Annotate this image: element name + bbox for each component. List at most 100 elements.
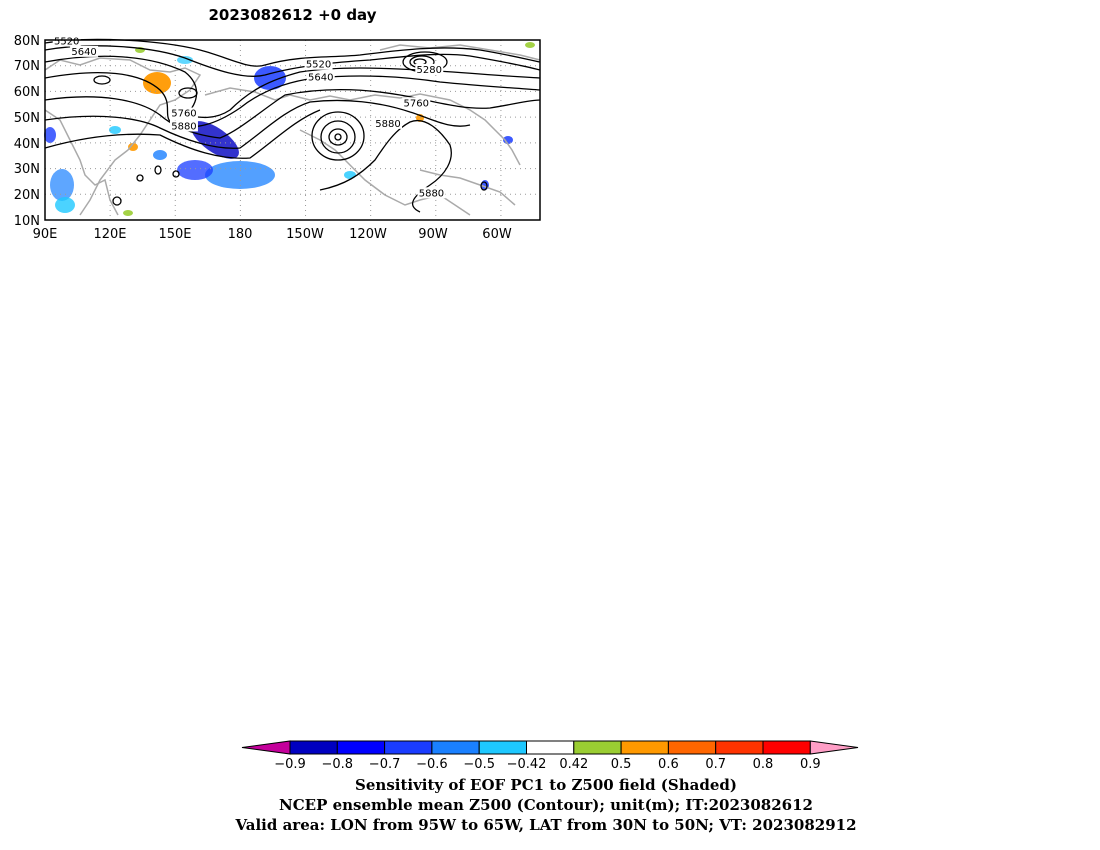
shade-negative-blob	[191, 121, 239, 159]
shade-negative-blob	[44, 127, 56, 143]
contour-line	[44, 72, 541, 128]
shade-negative-blob	[177, 56, 193, 64]
contour-line	[44, 99, 471, 149]
longitude-labels: 90E 120E 150E 180 150W 120W 90W 60W	[33, 227, 512, 242]
contour-label: 5520	[306, 60, 331, 71]
coastline	[419, 169, 516, 206]
colorbar-box	[526, 740, 575, 755]
colorbar-tick-labels: −0.9 −0.8 −0.7 −0.6 −0.5 −0.42 0.42 0.5 0.6 0.7 0.…	[274, 757, 820, 772]
coastlines	[44, 44, 541, 216]
colorbar-box	[573, 740, 622, 755]
lat-label: 60N	[14, 85, 40, 100]
coastline	[204, 87, 521, 166]
colorbar-box	[336, 740, 386, 755]
latitude-labels: 80N 70N 60N 50N 40N 30N 20N 10N	[14, 34, 40, 229]
colorbar-box	[478, 740, 528, 755]
contour-closed-high	[172, 170, 180, 178]
caption-line-3: Valid area: LON from 95W to 65W, LAT fro…	[235, 816, 857, 834]
contour-closed-low	[328, 128, 348, 146]
contour-label-bg	[304, 58, 333, 70]
contour-label-bg	[169, 107, 198, 119]
contour-closed-high	[480, 181, 488, 191]
contour-line	[44, 89, 541, 139]
lon-label: 150E	[158, 227, 191, 242]
lat-label: 80N	[14, 34, 40, 49]
caption-line-2: NCEP ensemble mean Z500 (Contour); unit(…	[279, 796, 813, 814]
contour-closed-low	[320, 120, 356, 154]
contour-label-bg	[417, 187, 446, 199]
colorbar-box	[289, 740, 338, 755]
colorbar-tick-label: 0.5	[611, 757, 632, 772]
shade-negative-blob	[55, 197, 75, 213]
colorbar-box	[620, 740, 669, 755]
contour-label-bg	[306, 71, 335, 83]
contour-label-bg	[415, 63, 444, 75]
contour-line	[44, 38, 541, 67]
colorbar-min-arrow	[241, 740, 291, 755]
contour-label-bg	[169, 120, 198, 132]
colorbar-box	[762, 740, 811, 755]
map-frame	[44, 39, 541, 221]
colorbar-max-arrow	[809, 740, 859, 755]
lon-label: 60W	[482, 227, 512, 242]
contour-closed-high	[112, 196, 122, 206]
lon-label: 120E	[93, 227, 126, 242]
contour-line	[44, 109, 321, 159]
contour-closed-high	[136, 174, 144, 182]
contour-label: 5640	[71, 47, 96, 58]
colorbar-boxes	[241, 740, 859, 755]
contour-label: 5880	[419, 188, 444, 199]
caption-line-1: Sensitivity of EOF PC1 to Z500 field (Sh…	[355, 776, 737, 794]
contour-label-bg	[70, 45, 99, 57]
lon-label: 90E	[33, 227, 58, 242]
shade-negative-blob	[177, 160, 213, 180]
lat-label: 20N	[14, 188, 40, 203]
colorbar-tick-label: 0.7	[705, 757, 726, 772]
lat-label: 40N	[14, 137, 40, 152]
lat-label: 50N	[14, 111, 40, 126]
shade-positive-blob	[123, 210, 133, 216]
lon-label: 180	[228, 227, 253, 242]
colorbar-box	[384, 740, 433, 755]
colorbar-tick-label: −0.6	[416, 757, 448, 772]
contour-label: 5520	[54, 37, 79, 48]
map-figure: 5520564055205640528057605880576058805880…	[14, 34, 541, 242]
contour-closed-high	[93, 75, 111, 85]
contour-label-bg	[374, 117, 403, 129]
contour-label-bg	[52, 35, 81, 47]
lon-label: 90W	[418, 227, 448, 242]
colorbar-box	[431, 740, 480, 755]
map-title: 2023082612 +0 day	[208, 6, 377, 24]
contour-closed-high	[154, 165, 162, 175]
contour-closed-low	[334, 133, 342, 141]
colorbar-tick-label: 0.42	[559, 757, 588, 772]
shade-negative-blob	[50, 169, 74, 201]
contour-label: 5760	[171, 109, 196, 120]
coastline	[44, 109, 119, 216]
shade-negative-blob	[109, 126, 121, 134]
shade-positive-blob	[128, 143, 138, 151]
colorbar-tick-label: 0.6	[658, 757, 679, 772]
contour-label: 5880	[375, 119, 400, 130]
shade-negative-blob	[153, 150, 167, 160]
colorbar-box	[715, 740, 764, 755]
contour-line	[319, 120, 452, 213]
coastline	[44, 57, 202, 216]
colorbar-tick-label: 0.9	[800, 757, 821, 772]
z500-contours	[44, 38, 541, 213]
contour-closed-high	[178, 87, 198, 99]
colorbar: −0.9 −0.8 −0.7 −0.6 −0.5 −0.42 0.42 0.5 0.6 0.7 0.…	[241, 740, 859, 772]
contour-label-bg	[402, 97, 431, 109]
colorbar-box	[667, 740, 717, 755]
shade-positive-blob	[525, 42, 535, 48]
lon-label: 120W	[349, 227, 387, 242]
colorbar-tick-label: −0.7	[369, 757, 401, 772]
colorbar-tick-label: −0.8	[322, 757, 354, 772]
coastline	[379, 44, 541, 61]
shade-positive-blob	[143, 72, 171, 94]
contour-label: 5880	[171, 121, 196, 132]
contour-label: 5640	[308, 73, 333, 84]
contour-label: 5280	[417, 65, 442, 76]
lon-label: 150W	[286, 227, 324, 242]
